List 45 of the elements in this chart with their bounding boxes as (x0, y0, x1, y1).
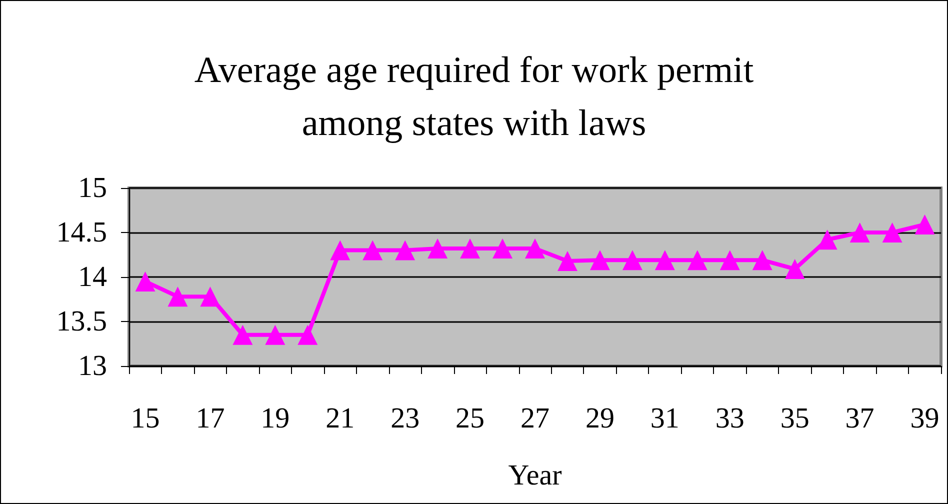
x-tick-label: 17 (196, 402, 225, 434)
point (135, 271, 156, 292)
x-tick-label: 33 (715, 402, 744, 434)
x-tick-label: 23 (390, 402, 420, 434)
x-tick-label: 31 (650, 402, 680, 434)
point (850, 222, 870, 242)
point (720, 250, 740, 270)
point (687, 250, 708, 270)
point (914, 214, 935, 234)
point (492, 238, 513, 259)
point (298, 324, 318, 345)
point (232, 324, 253, 345)
chart-title: Average age required for work permit among states with laws (194, 50, 754, 144)
x-tick-label: 19 (260, 402, 290, 434)
x-axis-title: Year (508, 460, 562, 492)
point (265, 324, 286, 345)
point (590, 250, 610, 270)
y-tick-label: 13.5 (56, 306, 107, 338)
x-tick-label: 21 (326, 402, 355, 434)
point (525, 238, 545, 259)
point (330, 240, 350, 260)
point (168, 286, 188, 307)
point (622, 250, 642, 270)
y-tick-label: 14 (78, 261, 108, 293)
point (784, 258, 805, 279)
point (654, 250, 675, 270)
y-tick-label: 14.5 (56, 216, 107, 248)
point (395, 240, 416, 260)
point (428, 238, 448, 259)
x-tick-label: 35 (780, 402, 810, 434)
point (882, 222, 902, 242)
y-tick-label: 15 (78, 172, 107, 204)
point (362, 240, 383, 260)
point (200, 286, 220, 307)
x-tick-label: 39 (910, 402, 940, 434)
x-tick-label: 15 (130, 402, 160, 434)
point (460, 238, 480, 259)
y-tick-label: 13 (78, 350, 107, 382)
x-tick-label: 29 (585, 402, 614, 434)
x-tick-label: 25 (456, 402, 485, 434)
x-tick-label: 27 (520, 402, 550, 434)
point (817, 230, 838, 250)
point (557, 250, 578, 271)
point (752, 250, 772, 270)
x-tick-label: 37 (845, 402, 874, 434)
